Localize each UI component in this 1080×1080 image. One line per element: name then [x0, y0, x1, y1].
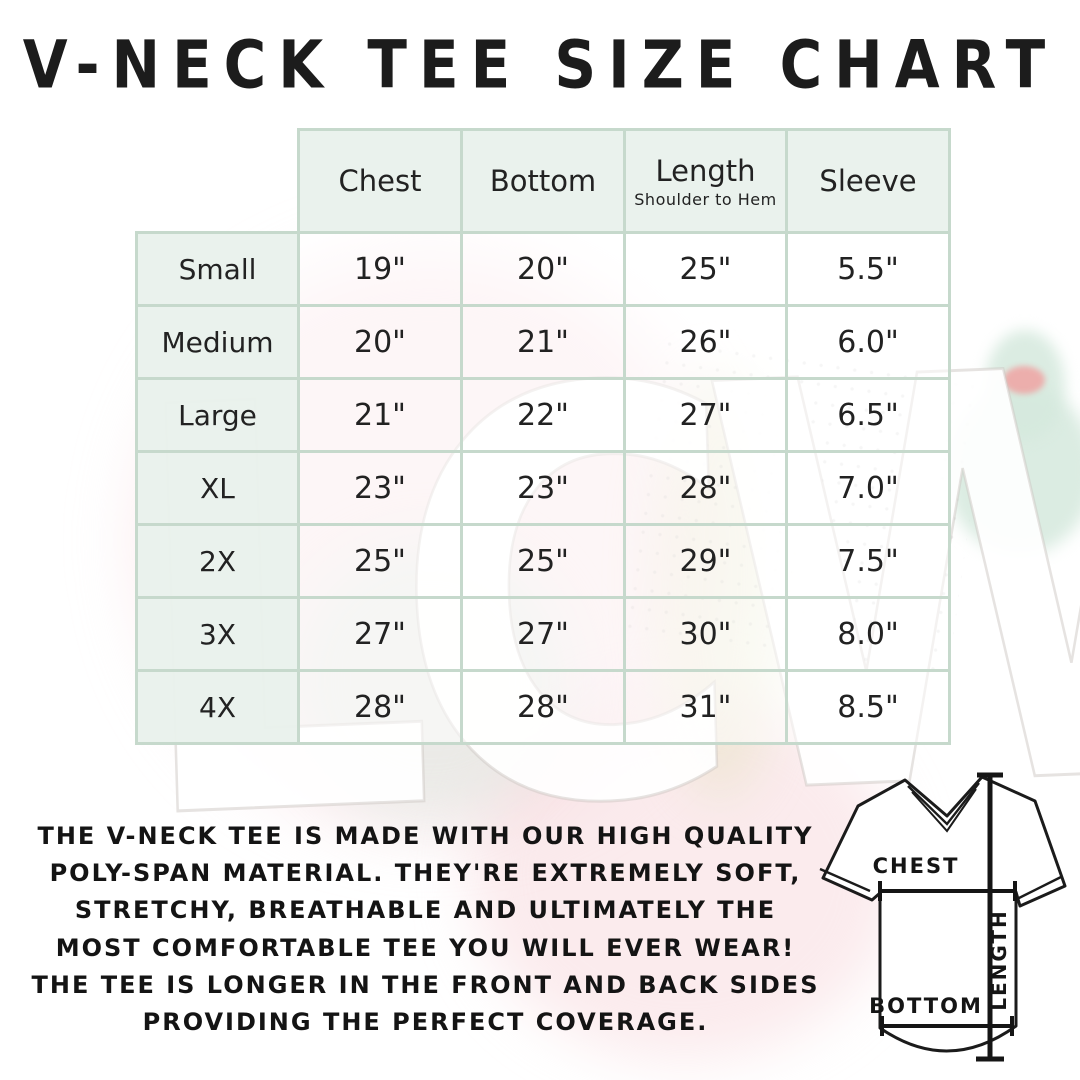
- vneck-collar-line: [911, 788, 977, 833]
- column-header-bottom: Bottom: [460, 128, 626, 234]
- measurement-cell: 19": [297, 231, 463, 307]
- size-cell: Small: [135, 231, 300, 307]
- size-cell: 2X: [135, 523, 300, 599]
- size-cell: Medium: [135, 304, 300, 380]
- size-cell: Large: [135, 377, 300, 453]
- measurement-cell: 28": [460, 669, 626, 745]
- measurement-cell: 7.5": [785, 523, 951, 599]
- size-chart-table: Chest Bottom Length Shoulder to Hem Slee…: [135, 128, 951, 745]
- measurement-cell: 25": [460, 523, 626, 599]
- column-header-sleeve: Sleeve: [785, 128, 951, 234]
- measurement-cell: 21": [297, 377, 463, 453]
- measurement-cell: 25": [297, 523, 463, 599]
- column-header-chest: Chest: [297, 128, 463, 234]
- length-label: LENGTH: [987, 909, 1011, 1011]
- cactus-flower: [1003, 366, 1045, 394]
- measurement-cell: 27": [297, 596, 463, 672]
- measurement-cell: 6.0": [785, 304, 951, 380]
- measurement-cell: 7.0": [785, 450, 951, 526]
- measurement-cell: 26": [623, 304, 788, 380]
- measurement-cell: 22": [460, 377, 626, 453]
- measurement-cell: 27": [460, 596, 626, 672]
- measurement-cell: 8.5": [785, 669, 951, 745]
- vneck-collar-line: [907, 782, 980, 826]
- measurement-cell: 27": [623, 377, 788, 453]
- measurement-cell: 23": [297, 450, 463, 526]
- measurement-cell: 28": [623, 450, 788, 526]
- sleeve-cuff-line: [1016, 875, 1062, 901]
- description-text: THE V-NECK TEE IS MADE WITH OUR HIGH QUA…: [31, 822, 820, 1036]
- size-cell: 4X: [135, 669, 300, 745]
- table-row: Large 21" 22" 27" 6.5": [135, 377, 951, 453]
- measurement-cell: 28": [297, 669, 463, 745]
- measurement-cell: 8.0": [785, 596, 951, 672]
- measurement-cell: 21": [460, 304, 626, 380]
- table-row: 3X 27" 27" 30" 8.0": [135, 596, 951, 672]
- column-header-length-label: Length: [655, 153, 756, 188]
- measurement-cell: 25": [623, 231, 788, 307]
- header-row: Chest Bottom Length Shoulder to Hem Slee…: [137, 128, 951, 234]
- tee-outline: [821, 775, 1067, 1053]
- measurement-cell: 23": [460, 450, 626, 526]
- table-row: Small 19" 20" 25" 5.5": [135, 231, 951, 307]
- measurement-cell: 31": [623, 669, 788, 745]
- measurement-cell: 5.5": [785, 231, 951, 307]
- sleeve-cuff-line: [819, 867, 871, 893]
- table-row: Medium 20" 21" 26" 6.0": [135, 304, 951, 380]
- column-header-length: Length Shoulder to Hem: [623, 128, 788, 234]
- table-row: 2X 25" 25" 29" 7.5": [135, 523, 951, 599]
- bottom-label: BOTTOM: [869, 994, 983, 1018]
- table-row: XL 23" 23" 28" 7.0": [135, 450, 951, 526]
- size-cell: XL: [135, 450, 300, 526]
- chest-label: CHEST: [873, 854, 960, 878]
- empty-corner-cell: [137, 130, 299, 233]
- tee-diagram: CHEST BOTTOM LENGTH: [819, 772, 1067, 1062]
- measurement-cell: 29": [623, 523, 788, 599]
- table-row: 4X 28" 28" 31" 8.5": [135, 669, 951, 745]
- page-title: V-NECK TEE SIZE CHART: [22, 26, 1058, 104]
- measurement-cell: 6.5": [785, 377, 951, 453]
- measurement-cell: 20": [460, 231, 626, 307]
- size-cell: 3X: [135, 596, 300, 672]
- length-measure-line: [976, 772, 1004, 1062]
- measurement-cell: 20": [297, 304, 463, 380]
- measurement-cell: 30": [623, 596, 788, 672]
- column-header-length-sublabel: Shoulder to Hem: [634, 189, 777, 209]
